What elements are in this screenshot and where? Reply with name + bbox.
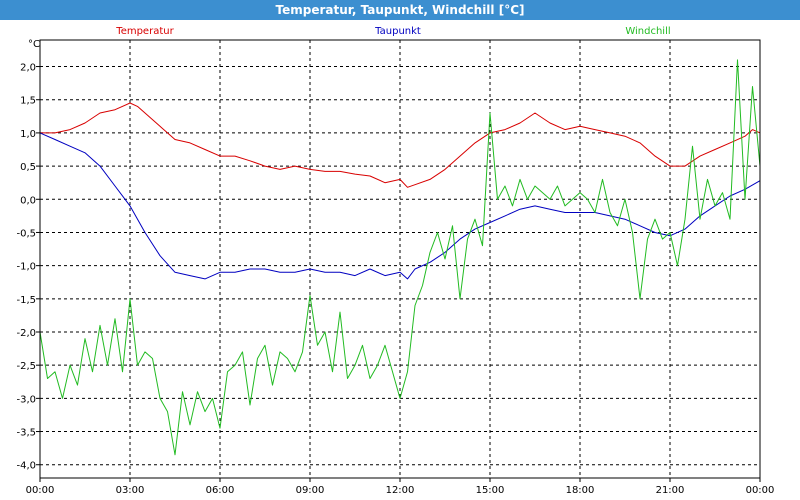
y-tick-label: -2,5: [16, 361, 36, 372]
series-line-temperatur: [40, 102, 761, 188]
y-tick-label: 1,5: [20, 96, 36, 107]
x-tick-time: 18:00: [566, 485, 595, 496]
y-tick-label: -2,0: [16, 328, 36, 339]
series-line-windchill: [39, 59, 761, 456]
x-axis: 00:0016.12.1603:0016.12.1606:0016.12.160…: [26, 478, 775, 496]
y-axis-label: °C: [28, 39, 40, 50]
plot-frame: [39, 39, 761, 479]
y-tick-label: 1,0: [20, 129, 36, 140]
x-tick-time: 06:00: [206, 485, 235, 496]
x-tick-time: 12:00: [386, 485, 415, 496]
series-line-taupunkt: [39, 132, 761, 280]
x-tick-time: 21:00: [656, 485, 685, 496]
x-tick-time: 15:00: [476, 485, 505, 496]
y-tick-label: 0,5: [20, 162, 36, 173]
y-tick-label: -3,5: [16, 428, 36, 439]
window-title: Temperatur, Taupunkt, Windchill [°C]: [0, 0, 800, 20]
y-tick-label: -4,0: [16, 461, 36, 472]
legend-taupunkt: Taupunkt: [374, 26, 421, 37]
x-tick-time: 00:00: [746, 485, 775, 496]
x-tick-time: 09:00: [296, 485, 325, 496]
y-tick-label: -1,5: [16, 295, 36, 306]
y-tick-label: 0,0: [20, 195, 36, 206]
x-tick-time: 00:00: [26, 485, 55, 496]
grid: [40, 40, 760, 478]
y-axis: 2,0 1,5 1,0 0,5 0,0 -0,5 -1,0 -1,5 -2,0 -2,5 -3,0 -…: [16, 63, 40, 472]
series: [39, 59, 761, 456]
y-tick-label: 2,0: [20, 63, 36, 74]
y-tick-label: -0,5: [16, 228, 36, 239]
legend-windchill: Windchill: [625, 26, 670, 37]
legend-temperatur: Temperatur: [115, 26, 174, 37]
x-tick-time: 03:00: [116, 485, 145, 496]
y-tick-label: -3,0: [16, 394, 36, 405]
chart-area: 2,0 1,5 1,0 0,5 0,0 -0,5 -1,0 -1,5 -2,0 -2,5 -3,0 -…: [16, 26, 775, 496]
y-tick-label: -1,0: [16, 262, 36, 273]
